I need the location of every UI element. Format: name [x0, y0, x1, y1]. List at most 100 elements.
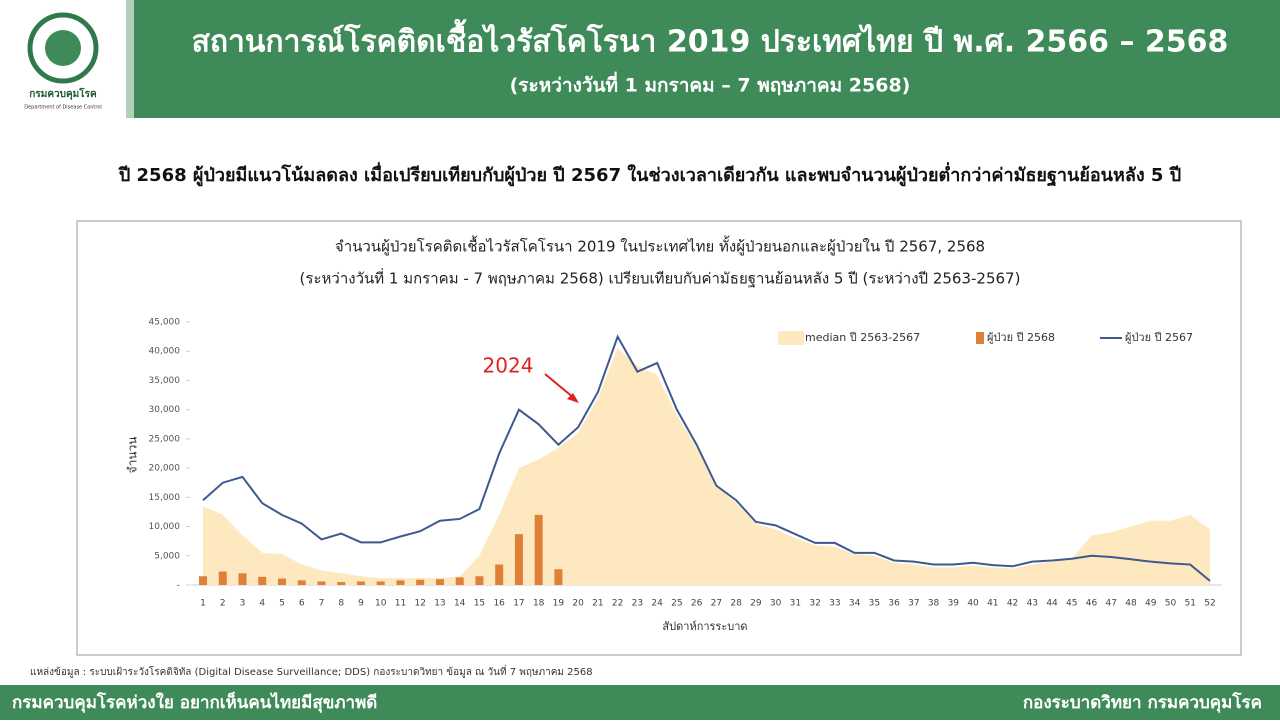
plot: - 5,000 10,000 15,000 20,000 25,000 30,000 35,0…: [149, 318, 1222, 609]
x-tick-label: 50: [1165, 599, 1177, 609]
x-tick-label: 28: [730, 599, 742, 609]
x-tick-label: 33: [829, 599, 840, 609]
x-tick-label: 6: [299, 599, 305, 609]
bar: [199, 576, 207, 585]
chart-subtitle: (ระหว่างวันที่ 1 มกราคม - 7 พฤษภาคม 2568…: [300, 268, 1021, 288]
bar: [475, 576, 484, 585]
x-tick-label: 4: [259, 599, 265, 609]
legend-swatch: [976, 332, 984, 344]
x-tick-label: 26: [691, 599, 703, 609]
annotation-arrowhead: [567, 393, 579, 403]
chart-title: จำนวนผู้ป่วยโรคติดเชื้อไวรัสโคโรนา 2019 …: [335, 236, 985, 256]
title: สถานการณ์โรคติดเชื้อไวรัสโคโรนา 2019 ประ…: [192, 19, 1229, 60]
y-axis-label: จำนวน: [126, 437, 140, 474]
y-tick-label: 45,000: [149, 318, 181, 328]
x-tick-label: 44: [1046, 599, 1058, 609]
y-tick-label: 5,000: [154, 551, 180, 561]
x-tick-label: 15: [474, 599, 485, 609]
legend-label: ผู้ป่วย ปี 2567: [1125, 331, 1193, 344]
x-tick-label: 31: [790, 599, 801, 609]
x-tick-label: 8: [338, 599, 344, 609]
x-tick-label: 40: [967, 599, 979, 609]
bar: [356, 581, 365, 585]
x-tick-label: 43: [1027, 599, 1038, 609]
line-series: [202, 334, 1211, 582]
x-tick-label: 48: [1125, 599, 1137, 609]
x-tick-label: 32: [809, 599, 820, 609]
source-note: แหล่งข้อมูล : ระบบเฝ้าระวังโรคดิจิทัล (D…: [30, 664, 593, 678]
x-tick-label: 35: [869, 599, 880, 609]
x-tick-label: 46: [1086, 599, 1098, 609]
x-tick-label: 30: [770, 599, 782, 609]
bar: [277, 578, 286, 585]
x-tick-label: 9: [358, 599, 364, 609]
x-tick-label: 45: [1066, 599, 1077, 609]
x-tick-label: 18: [533, 599, 545, 609]
bar: [514, 534, 523, 585]
bar: [396, 580, 405, 585]
x-tick-label: 11: [395, 599, 406, 609]
header-divider: [126, 0, 134, 118]
x-tick-label: 13: [434, 599, 445, 609]
x-tick-label: 51: [1185, 599, 1196, 609]
legend-label: median ปี 2563-2567: [805, 331, 920, 344]
footer-band: [0, 685, 1280, 720]
headline: ปี 2568 ผู้ป่วยมีแนวโน้มลดลง เมื่อเปรียบ…: [118, 162, 1182, 187]
annotation: 2024: [483, 354, 534, 378]
x-tick-label: 52: [1204, 599, 1215, 609]
x-tick-label: 20: [572, 599, 584, 609]
x-tick-label: 34: [849, 599, 861, 609]
x-tick-label: 36: [888, 599, 900, 609]
bar: [218, 571, 227, 585]
y-tick-label: 35,000: [149, 376, 181, 386]
bar: [258, 576, 267, 585]
x-tick-label: 27: [711, 599, 722, 609]
x-tick-label: 21: [592, 599, 603, 609]
x-tick-label: 42: [1007, 599, 1018, 609]
x-tick-label: 41: [987, 599, 998, 609]
bar: [495, 564, 504, 585]
x-axis-label: สัปดาห์การระบาด: [662, 620, 747, 633]
bar: [416, 579, 425, 585]
x-tick-label: 2: [220, 599, 226, 609]
legend-label: ผู้ป่วย ปี 2568: [987, 331, 1055, 344]
y-tick-label: 25,000: [149, 434, 181, 444]
y-tick-label: 15,000: [149, 493, 181, 503]
x-tick-label: 5: [279, 599, 285, 609]
x-tick-label: 10: [375, 599, 387, 609]
x-tick-label: 1: [200, 599, 206, 609]
x-tick-label: 24: [651, 599, 663, 609]
x-tick-label: 3: [240, 599, 246, 609]
y-tick-label: -: [177, 581, 180, 591]
x-tick-label: 37: [908, 599, 919, 609]
x-tick-label: 22: [612, 599, 623, 609]
x-tick-label: 14: [454, 599, 466, 609]
y-tick-label: 40,000: [149, 347, 181, 357]
x-tick-label: 49: [1145, 599, 1157, 609]
header-band: [0, 0, 1280, 118]
x-tick-label: 38: [928, 599, 940, 609]
footer-left: กรมควบคุมโรคห่วงใย อยากเห็นคนไทยมีสุขภาพ…: [12, 690, 377, 713]
x-tick-label: 7: [319, 599, 325, 609]
bar: [317, 581, 326, 585]
x-tick-label: 47: [1106, 599, 1117, 609]
footer-right: กองระบาดวิทยา กรมควบคุมโรค: [1023, 692, 1262, 713]
y-tick-label: 20,000: [149, 464, 181, 474]
bar: [435, 579, 444, 585]
x-tick-label: 23: [632, 599, 643, 609]
annotation-arrow: [544, 373, 575, 399]
bar: [455, 577, 464, 585]
bar: [337, 582, 346, 585]
logo-inner: [45, 30, 81, 66]
logo-text: กรมควบคุมโรค: [29, 87, 97, 100]
y-tick-label: 10,000: [149, 522, 181, 532]
x-tick-label: 29: [750, 599, 762, 609]
x-tick-label: 17: [513, 599, 524, 609]
x-tick-label: 16: [493, 599, 505, 609]
bar: [376, 581, 385, 585]
bar: [238, 573, 247, 585]
x-tick-label: 19: [553, 599, 565, 609]
x-tick-label: 39: [948, 599, 960, 609]
